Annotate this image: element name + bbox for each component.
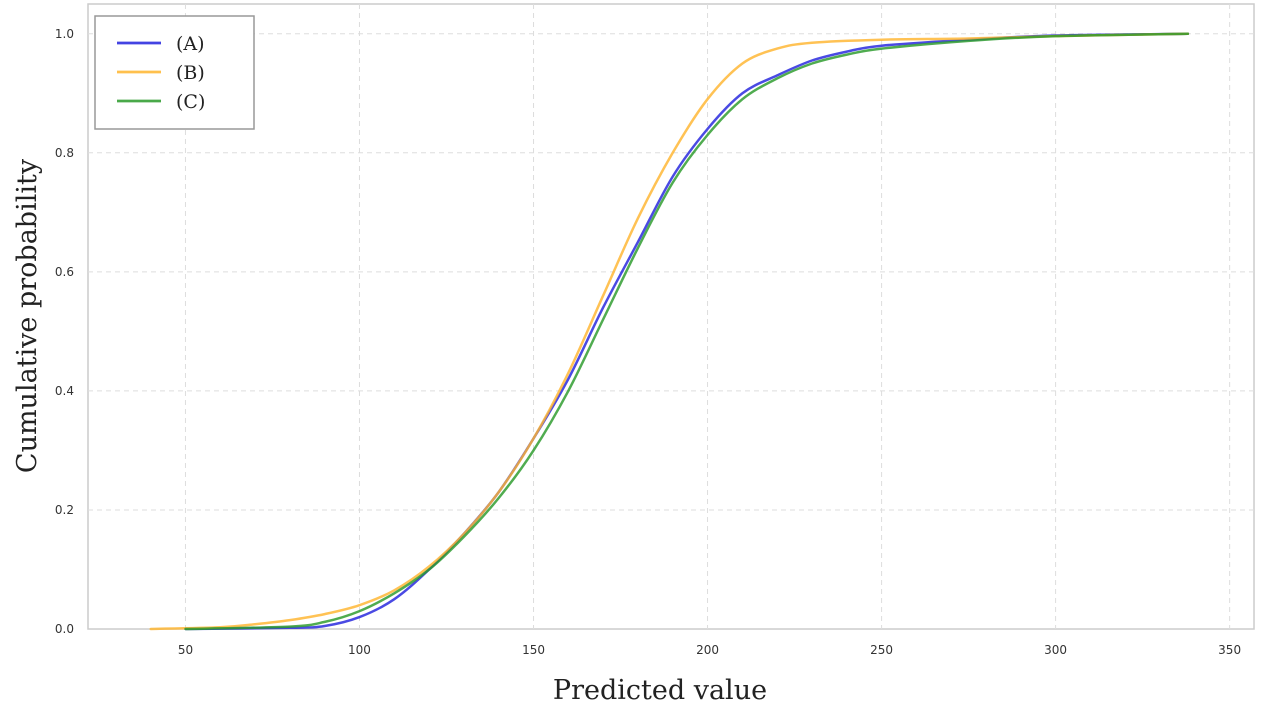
series-line-c: [184, 32, 1190, 631]
y-tick-label: 0.6: [55, 265, 74, 279]
x-tick-label: 350: [1218, 643, 1241, 657]
y-tick-label: 0.0: [55, 622, 74, 636]
x-tick-label: 100: [348, 643, 371, 657]
x-tick-label: 200: [696, 643, 719, 657]
x-tick-label: 250: [870, 643, 893, 657]
x-tick-label: 300: [1044, 643, 1067, 657]
legend-label-a: (A): [176, 33, 205, 55]
x-tick-label: 150: [522, 643, 545, 657]
series-lines: [149, 32, 1190, 631]
y-tick-label: 0.2: [55, 503, 74, 517]
plot-area: [87, 3, 1255, 630]
legend-label-c: (C): [176, 91, 205, 113]
axis-ticks: 50 100 150 200 250 300 350 0.0 0.2 0.4 0.6 0.8 1.0: [55, 27, 1241, 657]
y-tick-label: 1.0: [55, 27, 74, 41]
series-line-a: [184, 32, 1190, 631]
y-axis-label: Cumulative probability: [12, 158, 43, 473]
x-tick-label: 50: [178, 643, 193, 657]
legend: (A) (B) (C): [94, 15, 255, 130]
y-tick-label: 0.4: [55, 384, 74, 398]
series-line-b: [149, 32, 1190, 631]
x-axis-label: Predicted value: [553, 675, 767, 706]
y-tick-label: 0.8: [55, 146, 74, 160]
legend-label-b: (B): [176, 62, 205, 84]
